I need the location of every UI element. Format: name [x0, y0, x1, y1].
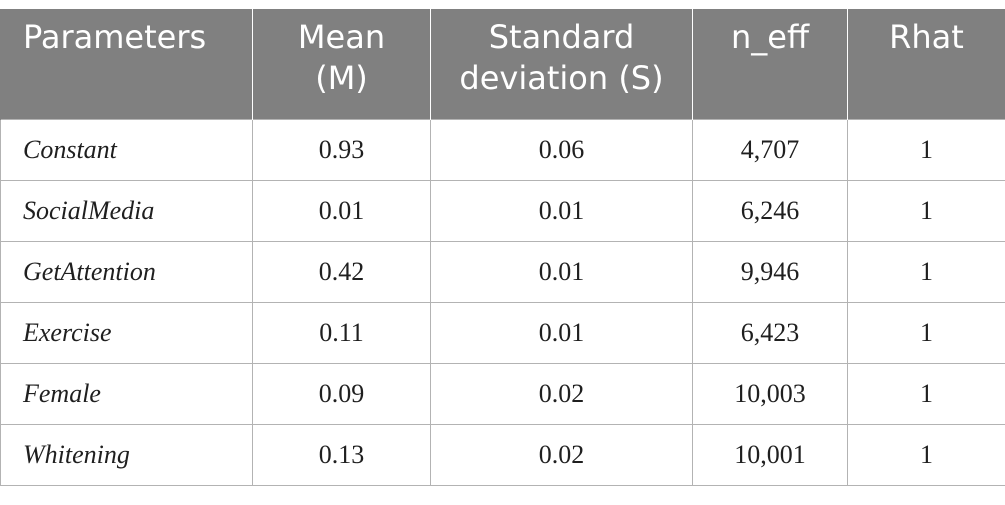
cell-parameter: Female: [0, 362, 253, 425]
header-parameters: Parameters: [0, 9, 253, 119]
cell-parameter: SocialMedia: [0, 179, 253, 242]
table-body: Constant 0.93 0.06 4,707 1 SocialMedia 0…: [0, 118, 1005, 486]
cell-standard-deviation: 0.06: [430, 118, 693, 181]
cell-rhat: 1: [847, 240, 1005, 303]
cell-mean: 0.09: [252, 362, 431, 425]
cell-mean: 0.13: [252, 423, 431, 486]
cell-n-eff: 10,001: [692, 423, 848, 486]
table-row: GetAttention 0.42 0.01 9,946 1: [0, 240, 1005, 303]
cell-n-eff: 6,246: [692, 179, 848, 242]
header-rhat: Rhat: [847, 9, 1005, 119]
cell-standard-deviation: 0.01: [430, 301, 693, 364]
header-mean: Mean (M): [252, 9, 431, 119]
cell-rhat: 1: [847, 118, 1005, 181]
table-row: Constant 0.93 0.06 4,707 1: [0, 118, 1005, 181]
table-row: Exercise 0.11 0.01 6,423 1: [0, 301, 1005, 364]
cell-mean: 0.11: [252, 301, 431, 364]
header-row: Parameters Mean (M) Standard deviation (S)…: [0, 9, 1005, 119]
cell-parameter: Whitening: [0, 423, 253, 486]
cell-standard-deviation: 0.01: [430, 179, 693, 242]
results-table: Parameters Mean (M) Standard deviation (S)…: [0, 9, 1005, 486]
table-row: SocialMedia 0.01 0.01 6,246 1: [0, 179, 1005, 242]
table-row: Whitening 0.13 0.02 10,001 1: [0, 423, 1005, 486]
cell-n-eff: 6,423: [692, 301, 848, 364]
cell-rhat: 1: [847, 179, 1005, 242]
cell-n-eff: 10,003: [692, 362, 848, 425]
cell-rhat: 1: [847, 362, 1005, 425]
cell-parameter: Constant: [0, 118, 253, 181]
cell-rhat: 1: [847, 423, 1005, 486]
header-n-eff: n_eff: [692, 9, 848, 119]
cell-standard-deviation: 0.02: [430, 423, 693, 486]
header-standard-deviation: Standard deviation (S): [430, 9, 693, 119]
table-header: Parameters Mean (M) Standard deviation (S)…: [0, 9, 1005, 119]
cell-rhat: 1: [847, 301, 1005, 364]
cell-parameter: GetAttention: [0, 240, 253, 303]
cell-standard-deviation: 0.02: [430, 362, 693, 425]
cell-mean: 0.93: [252, 118, 431, 181]
cell-mean: 0.42: [252, 240, 431, 303]
cell-standard-deviation: 0.01: [430, 240, 693, 303]
cell-parameter: Exercise: [0, 301, 253, 364]
cell-n-eff: 4,707: [692, 118, 848, 181]
cell-n-eff: 9,946: [692, 240, 848, 303]
table-row: Female 0.09 0.02 10,003 1: [0, 362, 1005, 425]
cell-mean: 0.01: [252, 179, 431, 242]
